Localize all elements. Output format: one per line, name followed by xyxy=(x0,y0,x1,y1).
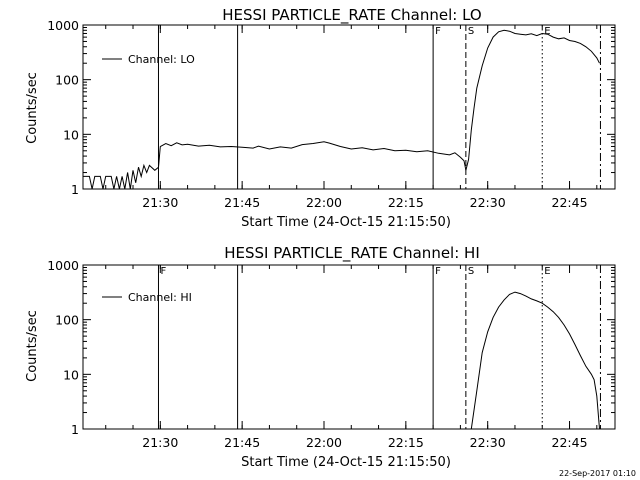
legend-label: Channel: HI xyxy=(128,291,192,304)
lo-channel-panel: HESSI PARTICLE_RATE Channel: LO Counts/s… xyxy=(25,6,616,230)
legend: Channel: LO xyxy=(102,53,195,66)
y-axis-label: Counts/sec xyxy=(25,72,40,144)
legend-label: Channel: LO xyxy=(128,53,195,66)
chart-title: HESSI PARTICLE_RATE Channel: HI xyxy=(224,244,480,263)
y-tick-label: 10 xyxy=(63,367,79,382)
x-tick-label: 22:30 xyxy=(470,195,506,210)
y-tick-label: 1 xyxy=(71,422,79,437)
event-marker-label: F xyxy=(160,266,166,277)
hi-channel-panel: HESSI PARTICLE_RATE Channel: HI Counts/s… xyxy=(25,244,616,470)
event-marker-label: E xyxy=(544,26,550,37)
y-ticks: 1 10 100 1000 xyxy=(47,18,615,197)
event-marker-label: S xyxy=(468,266,474,277)
timestamp-stamp: 22-Sep-2017 01:10 xyxy=(559,469,636,478)
y-tick-label: 100 xyxy=(55,73,79,88)
x-tick-label: 22:15 xyxy=(388,195,424,210)
event-marker-label: F xyxy=(435,26,441,37)
legend: Channel: HI xyxy=(102,291,192,304)
event-marker-label: E xyxy=(544,266,550,277)
x-tick-label: 22:00 xyxy=(306,195,342,210)
x-tick-label: 22:15 xyxy=(388,435,424,450)
plot-area: F S E 21:30 21:45 22:00 22:15 22:30 22:45 1 10 10… xyxy=(47,18,616,210)
x-ticks: 21:30 21:45 22:00 22:15 22:30 22:45 xyxy=(105,265,598,450)
x-tick-label: 21:45 xyxy=(224,195,260,210)
x-tick-label: 22:45 xyxy=(552,435,588,450)
series-line-hi xyxy=(470,291,600,430)
x-tick-label: 22:30 xyxy=(470,435,506,450)
y-tick-label: 1 xyxy=(71,182,79,197)
x-axis-label: Start Time (24-Oct-15 21:15:50) xyxy=(241,455,451,470)
y-tick-label: 100 xyxy=(55,313,79,328)
y-axis-label: Counts/sec xyxy=(25,310,40,382)
y-tick-label: 1000 xyxy=(47,258,79,273)
event-marker-label: F xyxy=(435,266,441,277)
x-axis-label: Start Time (24-Oct-15 21:15:50) xyxy=(241,215,451,230)
x-ticks: 21:30 21:45 22:00 22:15 22:30 22:45 xyxy=(105,25,598,210)
chart-title: HESSI PARTICLE_RATE Channel: LO xyxy=(222,6,481,25)
event-marker-label: S xyxy=(468,26,474,37)
series-line-lo xyxy=(83,29,600,190)
plot-frame xyxy=(82,24,616,190)
y-tick-label: 1000 xyxy=(47,18,79,33)
x-tick-label: 22:00 xyxy=(306,435,342,450)
x-tick-label: 21:30 xyxy=(142,435,178,450)
y-ticks: 1 10 100 1000 xyxy=(47,258,615,437)
y-tick-label: 10 xyxy=(63,127,79,142)
x-tick-label: 22:45 xyxy=(552,195,588,210)
x-tick-label: 21:45 xyxy=(224,435,260,450)
x-tick-label: 21:30 xyxy=(142,195,178,210)
plot-frame xyxy=(82,264,616,430)
